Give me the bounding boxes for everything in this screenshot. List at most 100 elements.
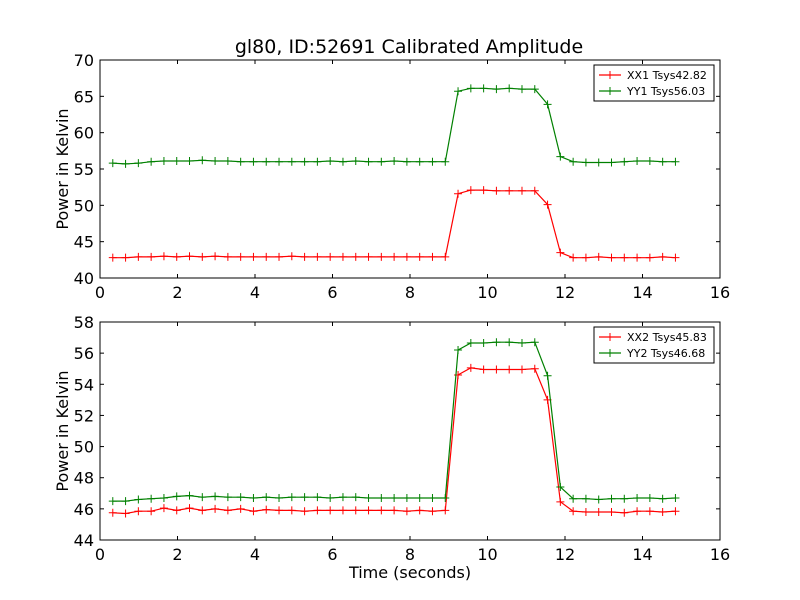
legend-box [593,64,715,102]
y-tick-label: 55 [74,160,94,179]
data-point [633,507,642,516]
series-markers [108,84,680,168]
y-tick-label: 58 [74,313,94,332]
data-point [377,157,386,166]
x-tick-label: 6 [327,545,337,564]
data-point [287,506,296,515]
data-point [505,84,514,93]
data-point [594,252,603,261]
data-point [108,159,117,168]
data-point [236,157,245,166]
data-point [479,84,488,93]
data-point [466,84,475,93]
data-point [581,494,590,503]
y-tick-label: 54 [74,375,94,394]
data-point [556,483,565,492]
data-point [313,252,322,261]
data-point [262,493,271,502]
data-point [479,186,488,195]
data-point [287,157,296,166]
legend-box [593,326,715,364]
legend-label: YY1 Tsys56.03 [626,85,705,98]
data-point [326,252,335,261]
y-tick-label: 52 [74,406,94,425]
data-point [517,186,526,195]
x-tick-label: 0 [95,545,105,564]
data-point [556,497,565,506]
data-point [594,495,603,504]
x-tick-label: 16 [710,545,730,564]
y-tick-label: 46 [74,500,94,519]
data-point [505,365,514,374]
data-point [159,493,168,502]
data-point [134,495,143,504]
data-point [134,507,143,516]
data-point [223,157,232,166]
legend-marker [606,349,614,357]
data-point [159,252,168,261]
x-tick-label: 12 [555,283,575,302]
data-point [620,494,629,503]
y-axis-label: Power in Kelvin [53,108,72,229]
legend: XX1 Tsys42.82 YY1 Tsys56.03 [593,64,715,102]
data-point [134,252,143,261]
data-point [594,507,603,516]
data-point [620,253,629,262]
x-tick-label: 14 [632,545,652,564]
data-point [402,507,411,516]
data-point [441,252,450,261]
data-point [671,507,680,516]
data-point [492,186,501,195]
x-tick-label: 8 [405,545,415,564]
data-point [492,338,501,347]
x-tick-label: 12 [555,545,575,564]
data-point [313,493,322,502]
data-point [428,157,437,166]
data-point [275,493,284,502]
data-point [390,493,399,502]
data-point [121,159,130,168]
legend-marker [606,71,614,79]
series-markers [108,186,680,262]
data-point [223,506,232,515]
data-point [134,159,143,168]
data-point [223,493,232,502]
data-point [159,504,168,513]
data-point [671,157,680,166]
data-point [172,492,181,501]
data-point [543,371,552,380]
data-point [159,157,168,166]
data-point [415,157,424,166]
data-point [530,186,539,195]
data-point [428,493,437,502]
data-point [185,491,194,500]
data-point [300,493,309,502]
data-point [313,157,322,166]
data-point [633,493,642,502]
data-point [556,152,565,161]
data-point [607,253,616,262]
axes-frame [99,321,721,541]
data-point [249,157,258,166]
y-tick-label: 48 [74,469,94,488]
data-point [326,506,335,515]
data-point [300,252,309,261]
data-point [236,252,245,261]
y-tick-label: 60 [74,124,94,143]
data-point [454,346,463,355]
data-point [262,252,271,261]
data-point [543,100,552,109]
y-tick-label: 70 [74,51,94,70]
y-tick-label: 65 [74,87,94,106]
data-point [172,506,181,515]
data-point [338,493,347,502]
legend-marker [606,87,614,95]
data-point [287,493,296,502]
data-point [633,157,642,166]
data-point [172,252,181,261]
data-point [121,509,130,518]
data-point [658,494,667,503]
y-tick-label: 56 [74,344,94,363]
data-point [594,158,603,167]
